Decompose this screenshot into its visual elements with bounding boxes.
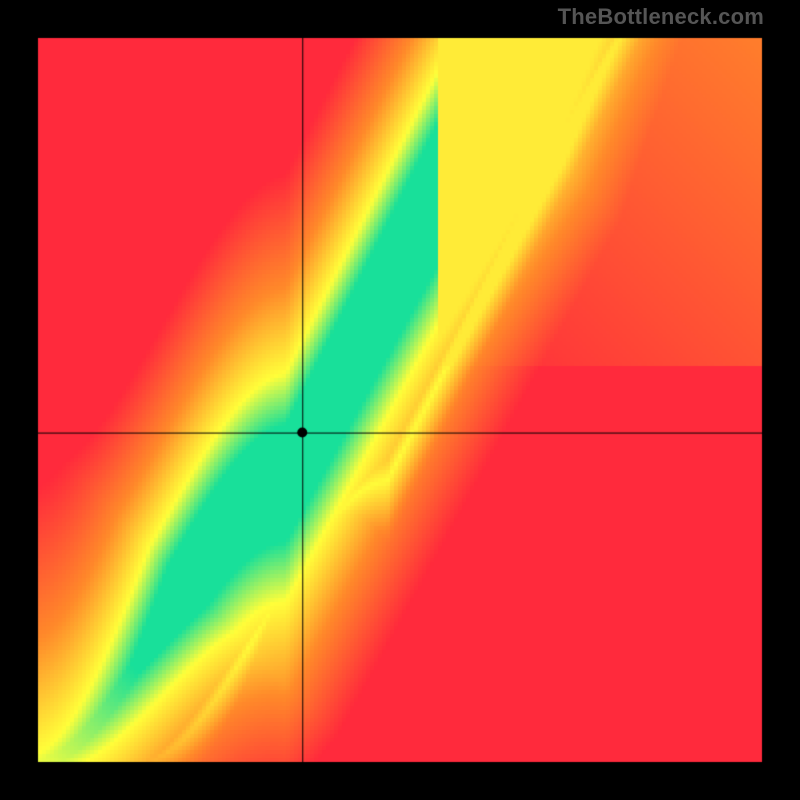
watermark-text: TheBottleneck.com <box>558 4 764 30</box>
chart-container: TheBottleneck.com <box>0 0 800 800</box>
bottleneck-heatmap <box>0 0 800 800</box>
